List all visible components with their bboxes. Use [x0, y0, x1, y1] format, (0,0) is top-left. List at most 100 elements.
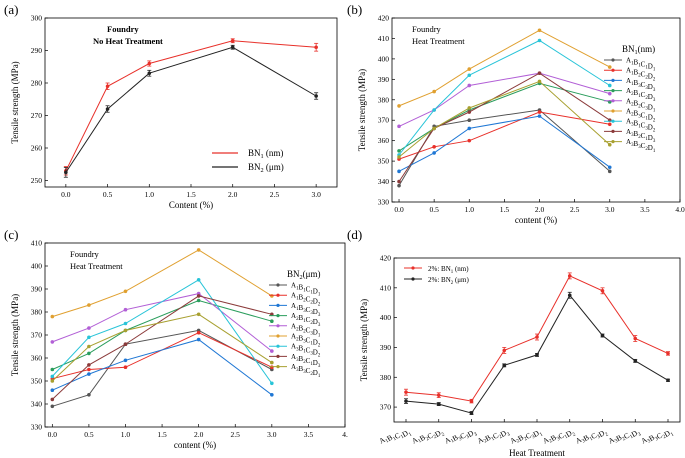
data-point: [196, 312, 201, 317]
legend-item: A2B3C1D2: [626, 108, 656, 124]
data-point: [50, 340, 55, 344]
y-tick-label: 360: [378, 136, 390, 145]
data-point: [467, 73, 472, 78]
y-tick-label: 350: [378, 157, 390, 166]
x-tick-label: A3B2C1D3: [607, 422, 643, 453]
panel-letter: (a): [4, 2, 18, 17]
data-point: [50, 388, 55, 393]
data-point: [50, 367, 55, 372]
series-line: [52, 299, 272, 370]
data-point: [397, 183, 401, 188]
data-point: [123, 321, 128, 326]
data-point: [87, 351, 91, 356]
data-point: [196, 294, 201, 298]
data-point: [270, 349, 274, 353]
data-point: [607, 91, 612, 96]
data-point: [436, 402, 441, 406]
legend-item: A1B1C1D1: [291, 282, 321, 298]
data-point: [270, 294, 274, 298]
legend-item: A1B3C3D3: [291, 302, 321, 318]
data-point: [196, 278, 201, 282]
legend-marker: [276, 314, 280, 318]
data-point: [467, 126, 472, 131]
annotation: No Heat Treatment: [93, 36, 163, 46]
data-point: [502, 363, 507, 368]
data-point: [535, 335, 539, 339]
plot-frame: [44, 17, 338, 188]
data-point: [123, 307, 128, 312]
data-point: [87, 367, 91, 372]
y-axis-label: Tensile strength (MPa): [359, 299, 369, 381]
x-tick-label: A3B3C2D1: [639, 422, 675, 453]
data-point: [123, 358, 128, 363]
x-tick-label: 0.0: [61, 190, 71, 199]
legend-item: A1B2C2D2: [291, 292, 321, 308]
y-tick-label: 370: [31, 331, 43, 340]
chart-panel-3: (c) 330 340 350 360 370 380 390 400 410 0.0 0.5 1.0 1…: [4, 227, 348, 450]
y-tick-label: 290: [31, 46, 43, 55]
x-axis-label: content (%): [174, 440, 216, 450]
annotation: Heat Treatment: [412, 36, 465, 46]
data-point: [537, 71, 542, 75]
legend-item: A2B2C3D1: [626, 97, 656, 113]
data-point: [607, 65, 612, 69]
legend-title: BN2(μm): [287, 269, 321, 281]
legend-marker: [611, 119, 615, 123]
y-tick-label: 390: [378, 75, 390, 84]
y-tick-label: 380: [380, 373, 392, 382]
data-point: [537, 28, 542, 33]
data-point: [50, 379, 55, 383]
data-point: [397, 169, 401, 174]
data-point: [123, 289, 128, 294]
annotation: Foundry: [107, 24, 139, 34]
x-tick-label: 1.0: [145, 190, 155, 199]
y-tick-label: 340: [31, 400, 43, 409]
y-tick-label: 400: [378, 54, 390, 63]
data-point: [432, 145, 436, 149]
y-tick-label: 420: [378, 14, 390, 23]
data-point: [397, 155, 401, 159]
y-tick-label: 390: [31, 285, 43, 294]
legend-marker: [611, 58, 615, 62]
legend-item: A3B2C1D3: [626, 128, 656, 144]
data-point: [87, 372, 91, 376]
annotation: Heat Treatment: [70, 261, 123, 271]
panel-letter: (b): [347, 2, 362, 17]
data-point: [404, 399, 408, 403]
x-tick-label: A2B1C2D3: [476, 422, 512, 453]
legend-marker: [276, 303, 280, 307]
y-tick-label: 300: [31, 14, 43, 23]
legend-marker: [411, 266, 415, 270]
data-point: [666, 351, 670, 356]
series-line: [398, 72, 611, 182]
data-point: [432, 126, 436, 131]
x-tick-label: 1.5: [157, 430, 167, 439]
legend-marker: [611, 109, 615, 113]
x-tick-label: 0.0: [48, 430, 58, 439]
legend-item: BN1 (nm): [248, 148, 283, 160]
x-tick-label: 1.5: [186, 190, 196, 199]
legend-item: A3B3C2D1: [291, 363, 321, 379]
legend-item: BN2 (μm): [248, 162, 284, 174]
data-point: [432, 89, 436, 94]
y-tick-label: 250: [31, 176, 43, 185]
data-point: [196, 248, 201, 252]
x-tick-label: 2.5: [231, 430, 241, 439]
x-tick-label: 2.0: [194, 430, 204, 439]
data-point: [50, 397, 55, 402]
data-point: [607, 169, 612, 174]
x-tick-label: 1.0: [121, 430, 131, 439]
data-point: [123, 365, 128, 370]
x-axis-label: content (%): [515, 215, 557, 225]
data-point: [270, 319, 274, 324]
data-point: [600, 333, 605, 338]
data-point: [432, 108, 436, 112]
legend-marker: [276, 334, 280, 338]
data-point: [537, 79, 542, 84]
y-tick-label: 410: [380, 283, 392, 292]
data-point: [607, 122, 612, 127]
x-tick-label: 1.5: [500, 205, 510, 214]
chart-panel-2: (b) 330 340 350 360 370 380 390 400 410 420 0.0 0.5 1…: [347, 2, 685, 225]
legend-item: A1B2C2D2: [626, 67, 656, 83]
y-tick-label: 390: [380, 343, 392, 352]
